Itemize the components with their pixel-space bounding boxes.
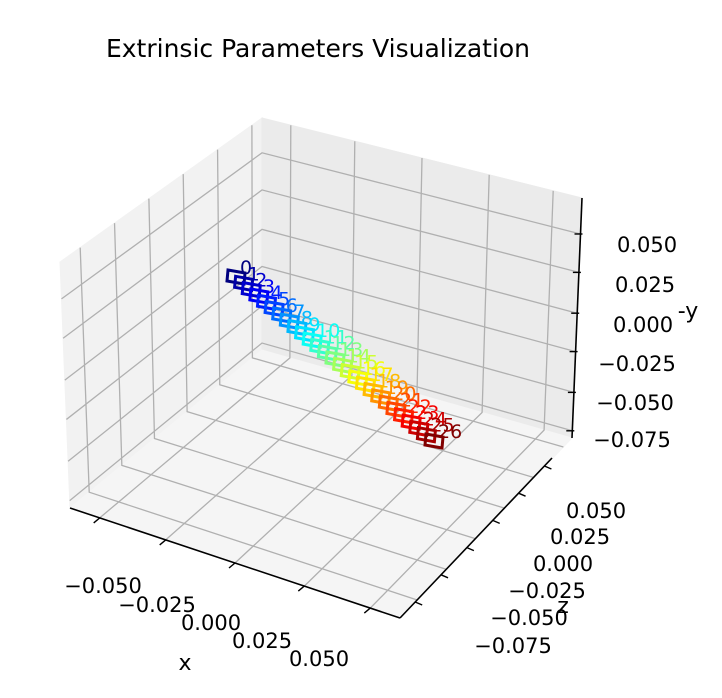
camera-label: 21 [400, 389, 424, 411]
z-tick-label: 0.025 [550, 525, 610, 549]
camera-label: 13 [339, 339, 363, 361]
grid-lines [61, 125, 581, 609]
camera-markers: 0123456789101112131415161718192021222324… [225, 257, 462, 450]
y-tick-label: −0.025 [598, 352, 676, 376]
grid-line-z-3 [182, 174, 506, 509]
z-tick-label: −0.050 [490, 606, 568, 630]
x-tick-label: −0.050 [64, 574, 142, 598]
camera-label: 19 [385, 377, 409, 399]
camera-label: 24 [423, 408, 447, 430]
camera-label: 18 [377, 371, 401, 393]
x-axis-label: x [178, 651, 191, 676]
grid-line-z-1 [113, 223, 447, 571]
camera-label: 16 [362, 358, 386, 380]
grid-line-z-5 [251, 125, 564, 448]
camera-label: 1 [248, 263, 260, 285]
camera-label: 22 [408, 396, 432, 418]
y-axis-label: -y [678, 299, 699, 324]
z-tick-label: −0.025 [508, 579, 586, 603]
camera-label: 25 [430, 415, 454, 437]
camera-label: 8 [301, 307, 313, 329]
camera-label: 10 [316, 320, 340, 342]
grid-line-x-3 [303, 174, 490, 587]
z-axis-label: z [557, 594, 569, 619]
camera-label: 2 [255, 270, 267, 292]
z-tick-mark [518, 492, 526, 497]
x-tick-label: −0.025 [118, 593, 196, 617]
camera-label: 26 [438, 421, 462, 443]
camera-label: 4 [270, 282, 282, 304]
grid-line-y-0 [61, 152, 581, 300]
camera-label: 14 [347, 345, 371, 367]
camera-label: 3 [263, 276, 275, 298]
z-tick-mark [414, 601, 423, 606]
grid-line-x-2 [234, 157, 423, 564]
z-tick-mark [544, 465, 552, 470]
grid-line-x-1 [165, 141, 356, 541]
camera-marker: 25 [415, 415, 455, 444]
camera-frustum [423, 432, 445, 450]
grid-line-z-2 [148, 198, 476, 540]
camera-label: 12 [331, 333, 355, 355]
z-tick-label: 0.000 [533, 552, 593, 576]
x-tick-mark [297, 585, 305, 592]
camera-label: 15 [354, 352, 378, 374]
camera-label: 7 [293, 301, 305, 323]
y-axis-ticks: 0.050 0.025 0.000 −0.025 −0.050 −0.075 [566, 233, 677, 452]
camera-label: 20 [392, 383, 416, 405]
x-tick-label: 0.000 [181, 611, 241, 635]
camera-label: 9 [309, 314, 321, 336]
camera-label: 23 [415, 402, 439, 424]
x-tick-label: 0.050 [289, 647, 349, 671]
y-tick-label: 0.025 [615, 273, 675, 297]
y-tick-label: −0.050 [596, 391, 674, 415]
z-tick-label: −0.075 [474, 634, 552, 658]
z-axis-line [399, 457, 553, 619]
y-tick-label: 0.000 [613, 313, 673, 337]
grid-line-y-3 [65, 265, 576, 420]
camera-label: 5 [278, 289, 290, 311]
x-tick-mark [159, 539, 167, 546]
grid-line-z-0 [79, 247, 418, 601]
grid-line-x-0 [99, 125, 292, 519]
camera-frustum [415, 425, 438, 444]
camera-marker: 26 [423, 421, 462, 450]
chart-title: Extrinsic Parameters Visualization [106, 34, 530, 63]
y-tick-label: −0.075 [593, 428, 671, 452]
y-axis-line [571, 197, 583, 439]
z-tick-mark [492, 519, 500, 525]
grid-line-x-4 [369, 190, 554, 609]
camera-label: 11 [324, 326, 348, 348]
z-tick-mark [440, 574, 449, 579]
y-tick-label: 0.050 [617, 233, 677, 257]
x-tick-mark [228, 562, 236, 569]
camera-label: 6 [286, 295, 298, 317]
z-tick-label: 0.050 [566, 499, 626, 523]
camera-label: 0 [240, 257, 252, 279]
camera-label: 17 [369, 364, 393, 386]
grid-line-y-5 [69, 342, 573, 502]
grid-line-y-2 [64, 228, 578, 381]
x-tick-mark [363, 607, 371, 614]
z-tick-mark [466, 546, 475, 552]
x-tick-label: 0.025 [232, 629, 292, 653]
grid-line-y-1 [62, 189, 580, 339]
x-tick-mark [93, 517, 101, 524]
